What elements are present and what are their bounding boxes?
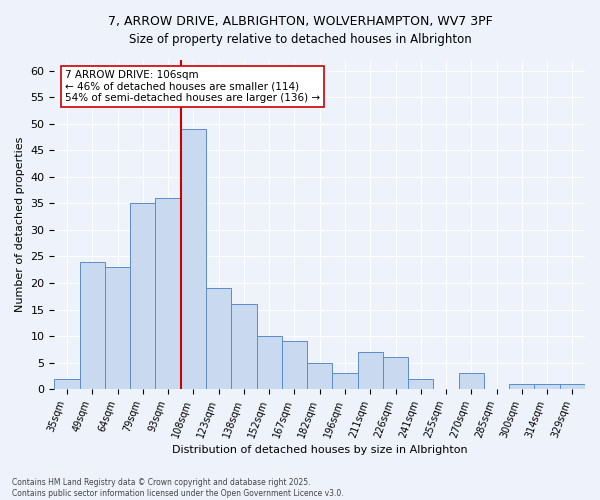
X-axis label: Distribution of detached houses by size in Albrighton: Distribution of detached houses by size …: [172, 445, 467, 455]
Bar: [383, 358, 408, 389]
Bar: [408, 378, 433, 389]
Bar: [181, 129, 206, 389]
Text: Size of property relative to detached houses in Albrighton: Size of property relative to detached ho…: [128, 32, 472, 46]
Bar: [155, 198, 181, 389]
Text: Contains HM Land Registry data © Crown copyright and database right 2025.
Contai: Contains HM Land Registry data © Crown c…: [12, 478, 344, 498]
Bar: [307, 362, 332, 389]
Bar: [509, 384, 535, 389]
Bar: [458, 374, 484, 389]
Bar: [332, 374, 358, 389]
Bar: [560, 384, 585, 389]
Bar: [80, 262, 105, 389]
Bar: [535, 384, 560, 389]
Bar: [130, 204, 155, 389]
Bar: [55, 378, 80, 389]
Text: 7 ARROW DRIVE: 106sqm
← 46% of detached houses are smaller (114)
54% of semi-det: 7 ARROW DRIVE: 106sqm ← 46% of detached …: [65, 70, 320, 103]
Y-axis label: Number of detached properties: Number of detached properties: [15, 137, 25, 312]
Text: 7, ARROW DRIVE, ALBRIGHTON, WOLVERHAMPTON, WV7 3PF: 7, ARROW DRIVE, ALBRIGHTON, WOLVERHAMPTO…: [107, 15, 493, 28]
Bar: [105, 267, 130, 389]
Bar: [358, 352, 383, 389]
Bar: [282, 342, 307, 389]
Bar: [206, 288, 231, 389]
Bar: [257, 336, 282, 389]
Bar: [231, 304, 257, 389]
